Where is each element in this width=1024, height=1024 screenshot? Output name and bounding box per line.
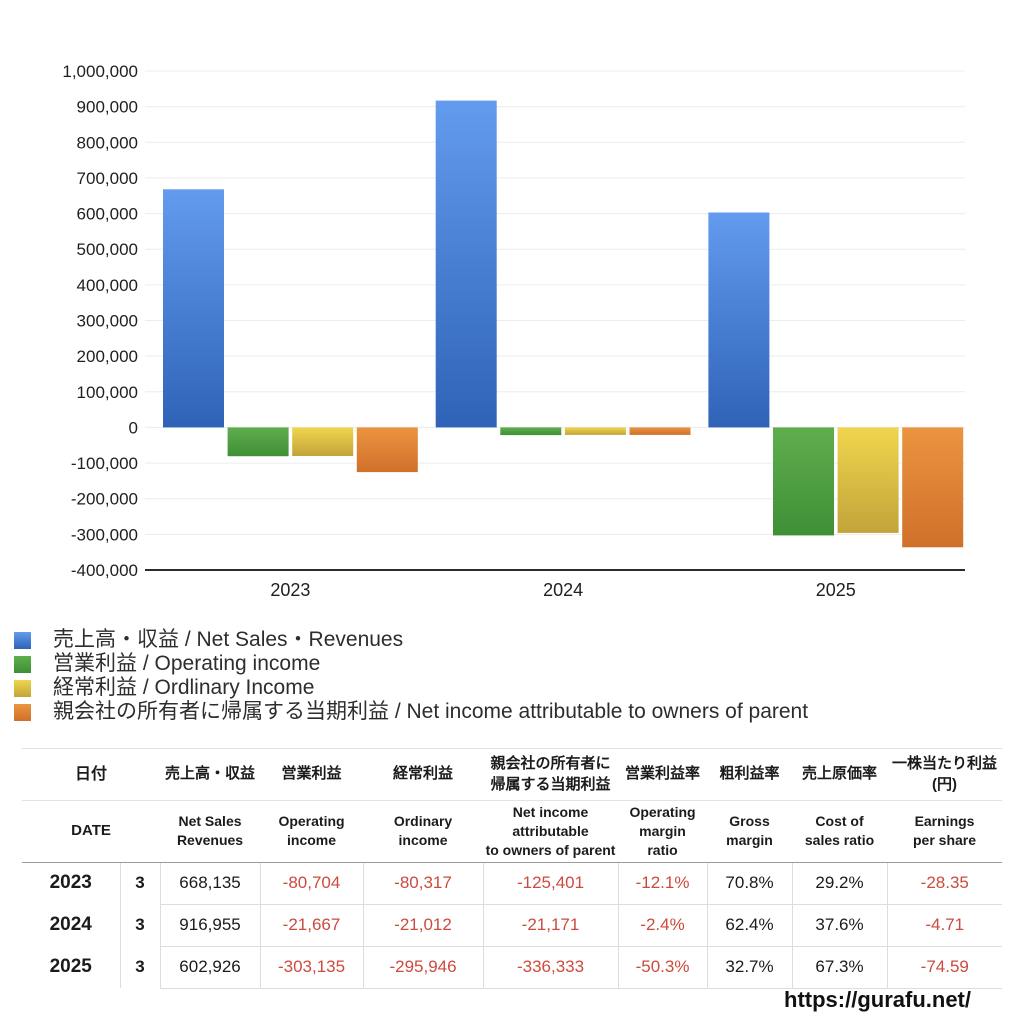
y-axis-tick-label: 0 [129, 418, 138, 437]
cell-row1-col1: -21,667 [259, 904, 364, 947]
cell-row1-col5: 62.4% [706, 904, 793, 947]
cell-year: 2024 [49, 914, 92, 936]
cell-year: 2023 [49, 872, 92, 894]
header-col4-jp: 営業利益率 [618, 748, 708, 801]
cell-row2-col6: 67.3% [791, 946, 888, 989]
bar-series1-2023 [227, 427, 289, 457]
y-axis-tick-label: 900,000 [77, 98, 138, 117]
legend-swatch-icon [14, 679, 31, 697]
table-row-2025: 2025 3 602,926 -303,135 -295,946 -336,333 -50.… [22, 946, 1003, 989]
cell-row1-col4: -2.4% [617, 904, 708, 947]
bar-series0-2024 [435, 100, 497, 428]
y-axis-tick-label: 600,000 [77, 205, 138, 224]
legend-item-2: 経常利益 / Ordlinary Income [14, 676, 808, 700]
legend-label: 経常利益 / Ordlinary Income [53, 676, 315, 699]
y-axis-tick-label: 200,000 [77, 347, 138, 366]
cell-row2-col1: -303,135 [259, 946, 364, 989]
cell-row0-col7: -28.35 [886, 862, 1003, 905]
header-col3-en: Net income attributable to owners of par… [483, 800, 619, 863]
table-row-2024: 2024 3 916,955 -21,667 -21,012 -21,171 -2.4% 62… [22, 904, 1003, 947]
legend-item-3: 親会社の所有者に帰属する当期利益 / Net income attributab… [14, 700, 808, 724]
y-axis-tick-label: 700,000 [77, 169, 138, 188]
cell-row0-col0: 668,135 [159, 862, 261, 905]
cell-row2-col5: 32.7% [706, 946, 793, 989]
header-col3-jp: 親会社の所有者に 帰属する当期利益 [483, 748, 619, 801]
cell-month: 3 [119, 946, 161, 989]
header-col5-jp: 粗利益率 [707, 748, 793, 801]
cell-row0-col5: 70.8% [706, 862, 793, 905]
legend-label: 営業利益 / Operating income [53, 652, 321, 675]
y-axis-tick-label: -300,000 [71, 525, 138, 544]
header-col6-jp: 売上原価率 [792, 748, 888, 801]
chart-legend: 売上高・収益 / Net Sales・Revenues 営業利益 / Operat… [14, 628, 808, 724]
cell-row0-col4: -12.1% [617, 862, 708, 905]
y-axis-tick-label: 400,000 [77, 276, 138, 295]
cell-row0-col2: -80,317 [362, 862, 484, 905]
bar-chart: -400,000 -300,000 -200,000 -100,000 0 100,000… [62, 62, 965, 600]
y-axis-tick-label: 300,000 [77, 312, 138, 331]
bar-series0-2023 [163, 189, 224, 428]
header-col7-en: Earnings per share [887, 800, 1003, 863]
header-col1-jp: 営業利益 [260, 748, 364, 801]
site-url-watermark: https://gurafu.net/ [784, 987, 971, 1012]
x-axis-tick-label: 2025 [816, 580, 856, 600]
cell-row2-col3: -336,333 [482, 946, 619, 989]
header-date-en: DATE [22, 800, 161, 863]
bar-series3-2024 [629, 427, 691, 435]
x-axis-tick-label: 2023 [270, 580, 310, 600]
legend-swatch-icon [14, 703, 31, 721]
cell-row0-col3: -125,401 [482, 862, 619, 905]
header-col0-jp: 売上高・収益 [160, 748, 261, 801]
table-row-2023: 2023 3 668,135 -80,704 -80,317 -125,401 -12.1%… [22, 862, 1003, 905]
cell-row1-col7: -4.71 [886, 904, 1003, 947]
bar-series3-2025 [902, 427, 964, 548]
y-axis-tick-label: -100,000 [71, 454, 138, 473]
y-axis-tick-label: -400,000 [71, 561, 138, 580]
bar-series2-2023 [292, 427, 354, 456]
legend-swatch-icon [14, 631, 31, 649]
header-date-jp: 日付 [22, 748, 161, 801]
cell-row1-col6: 37.6% [791, 904, 888, 947]
legend-label: 売上高・収益 / Net Sales・Revenues [53, 628, 404, 651]
header-col1-en: Operating income [260, 800, 364, 863]
x-axis-tick-label: 2024 [543, 580, 583, 600]
cell-row1-col3: -21,171 [482, 904, 619, 947]
bar-series0-2025 [708, 212, 770, 428]
cell-month: 3 [119, 862, 161, 905]
cell-row0-col6: 29.2% [791, 862, 888, 905]
header-col2-jp: 経常利益 [363, 748, 484, 801]
bar-series1-2025 [773, 427, 834, 536]
header-col5-en: Gross margin [707, 800, 793, 863]
bar-series2-2024 [564, 427, 626, 435]
y-axis-tick-label: 1,000,000 [62, 62, 138, 81]
cell-month: 3 [119, 904, 161, 947]
header-col4-en: Operating margin ratio [618, 800, 708, 863]
bar-series3-2023 [356, 427, 418, 473]
cell-row0-col1: -80,704 [259, 862, 364, 905]
legend-label: 親会社の所有者に帰属する当期利益 / Net income attributab… [53, 700, 809, 723]
header-col2-en: Ordinary income [363, 800, 484, 863]
bar-series1-2024 [500, 427, 562, 436]
cell-row1-col2: -21,012 [362, 904, 484, 947]
y-axis-tick-label: 100,000 [77, 383, 138, 402]
cell-row1-col0: 916,955 [159, 904, 261, 947]
cell-row2-col2: -295,946 [362, 946, 484, 989]
y-axis-tick-label: -200,000 [71, 490, 138, 509]
legend-item-0: 売上高・収益 / Net Sales・Revenues [14, 628, 808, 652]
header-col6-en: Cost of sales ratio [792, 800, 888, 863]
legend-item-1: 営業利益 / Operating income [14, 652, 808, 676]
cell-row2-col0: 602,926 [159, 946, 261, 989]
y-axis-tick-label: 800,000 [77, 133, 138, 152]
cell-row2-col4: -50.3% [617, 946, 708, 989]
financial-table: 日付 売上高・収益 営業利益 経常利益 親会社の所有者に 帰属する当期利益 営業利益率 粗利… [22, 748, 1003, 989]
bar-series2-2025 [837, 427, 899, 533]
header-col7-jp: 一株当たり利益 (円) [887, 748, 1003, 801]
y-axis-tick-label: 500,000 [77, 240, 138, 259]
cell-row2-col7: -74.59 [886, 946, 1003, 989]
legend-swatch-icon [14, 655, 31, 673]
header-col0-en: Net Sales Revenues [160, 800, 261, 863]
cell-year: 2025 [49, 956, 92, 978]
